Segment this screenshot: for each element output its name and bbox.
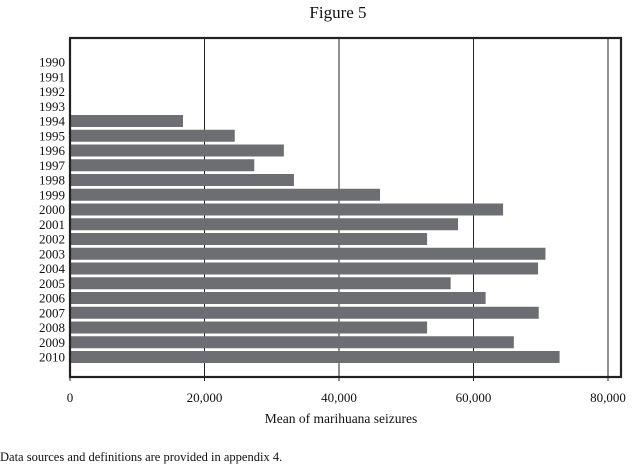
y-tick-label: 2000 xyxy=(39,202,65,217)
bar-1996 xyxy=(70,144,284,157)
bar-2006 xyxy=(70,292,486,304)
bar-1998 xyxy=(70,174,294,186)
y-tick-label: 2003 xyxy=(39,246,65,261)
y-tick-label: 1999 xyxy=(39,187,65,202)
bar-2002 xyxy=(70,233,428,245)
bar-2004 xyxy=(70,262,539,275)
y-tick-label: 1991 xyxy=(39,69,65,84)
bar-2010 xyxy=(70,351,560,363)
x-tick-label: 80,000 xyxy=(590,390,626,405)
y-tick-label: 1997 xyxy=(39,158,66,173)
bar-2007 xyxy=(70,306,539,319)
y-tick-label: 1995 xyxy=(39,128,65,143)
plot-frame xyxy=(68,36,623,379)
y-tick-label: 2009 xyxy=(39,335,65,350)
y-tick-label: 2006 xyxy=(39,291,66,306)
x-axis-label: Mean of marihuana seizures xyxy=(265,411,418,426)
y-tick-label: 2002 xyxy=(39,232,65,247)
x-tick-label: 40,000 xyxy=(321,390,357,405)
chart-title: Figure 5 xyxy=(309,3,367,22)
y-tick-label: 1992 xyxy=(39,84,65,99)
bar-2001 xyxy=(70,218,459,231)
y-tick-label: 1990 xyxy=(39,55,65,70)
bar-1995 xyxy=(70,129,235,142)
x-tick-label: 20,000 xyxy=(187,390,223,405)
bar-2000 xyxy=(70,203,504,216)
x-tick-label: 0 xyxy=(67,390,74,405)
y-tick-label: 2007 xyxy=(39,305,66,320)
bar-2005 xyxy=(70,277,451,290)
y-tick-label: 1996 xyxy=(39,143,66,158)
y-tick-label: 2008 xyxy=(39,320,65,335)
bar-2003 xyxy=(70,247,546,260)
y-tick-label: 2004 xyxy=(39,261,66,276)
bar-1999 xyxy=(70,188,381,201)
bar-2009 xyxy=(70,336,514,349)
y-tick-label: 1998 xyxy=(39,173,65,188)
footnote: Data sources and definitions are provide… xyxy=(0,450,283,464)
y-tick-label: 2010 xyxy=(39,350,65,365)
x-tick-label: 60,000 xyxy=(456,390,492,405)
y-tick-label: 2001 xyxy=(39,217,65,232)
bar-1997 xyxy=(70,159,255,172)
y-tick-label: 2005 xyxy=(39,276,65,291)
bar-1994 xyxy=(70,115,183,127)
y-tick-label: 1993 xyxy=(39,99,65,114)
bar-2008 xyxy=(70,321,428,334)
y-tick-label: 1994 xyxy=(39,114,66,129)
